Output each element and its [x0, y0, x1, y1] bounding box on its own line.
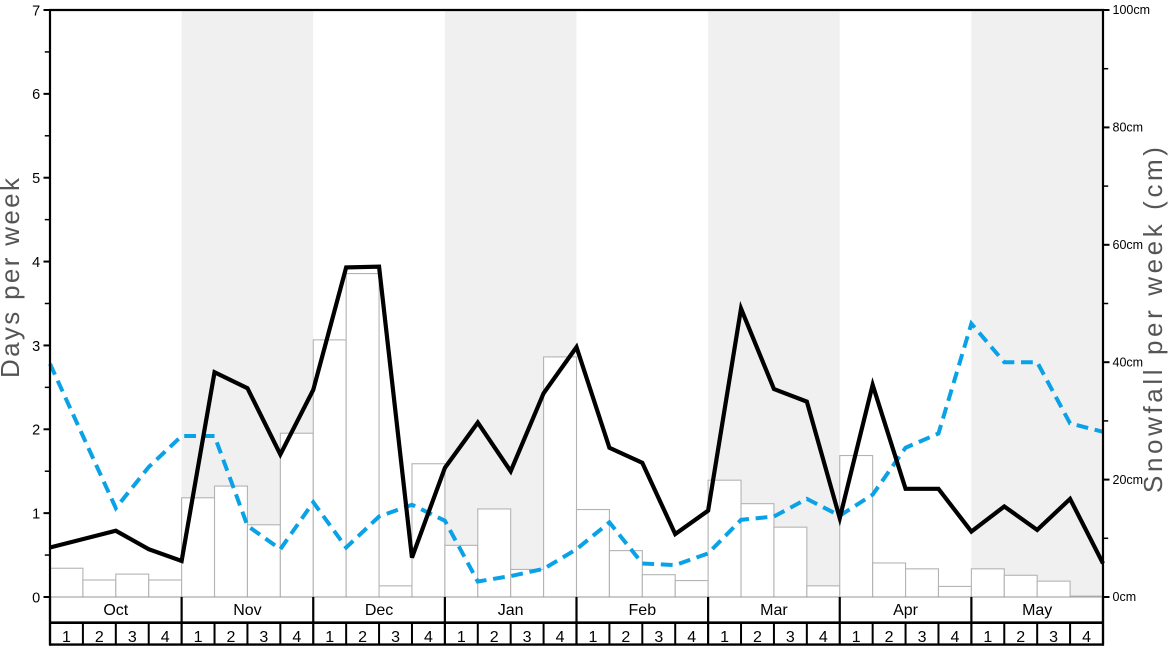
svg-text:2: 2 — [95, 629, 104, 646]
svg-text:0: 0 — [32, 590, 40, 606]
svg-text:0cm: 0cm — [1113, 590, 1137, 604]
svg-text:Feb: Feb — [629, 602, 657, 619]
svg-text:2: 2 — [358, 629, 367, 646]
svg-text:5: 5 — [32, 171, 40, 187]
svg-text:4: 4 — [687, 629, 696, 646]
svg-text:4: 4 — [32, 255, 40, 271]
svg-text:6: 6 — [32, 87, 40, 103]
svg-text:4: 4 — [556, 629, 565, 646]
svg-text:3: 3 — [32, 339, 40, 355]
svg-text:100cm: 100cm — [1113, 3, 1151, 17]
svg-text:3: 3 — [128, 629, 137, 646]
svg-text:4: 4 — [950, 629, 959, 646]
svg-text:Nov: Nov — [233, 602, 261, 619]
svg-text:Days per week: Days per week — [0, 177, 25, 378]
svg-text:Mar: Mar — [760, 602, 788, 619]
svg-text:3: 3 — [259, 629, 268, 646]
svg-text:1: 1 — [62, 629, 71, 646]
svg-text:1: 1 — [983, 629, 992, 646]
svg-text:3: 3 — [1049, 629, 1058, 646]
svg-text:3: 3 — [918, 629, 927, 646]
svg-text:3: 3 — [523, 629, 532, 646]
svg-text:4: 4 — [1082, 629, 1091, 646]
svg-text:4: 4 — [161, 629, 170, 646]
svg-text:4: 4 — [292, 629, 301, 646]
svg-text:1: 1 — [194, 629, 203, 646]
svg-text:2: 2 — [621, 629, 630, 646]
svg-text:Jan: Jan — [498, 602, 524, 619]
svg-text:Apr: Apr — [893, 602, 919, 619]
svg-text:2: 2 — [227, 629, 236, 646]
svg-text:1: 1 — [457, 629, 466, 646]
svg-text:4: 4 — [424, 629, 433, 646]
svg-text:2: 2 — [32, 423, 40, 439]
svg-text:80cm: 80cm — [1113, 121, 1144, 135]
svg-text:3: 3 — [654, 629, 663, 646]
svg-text:2: 2 — [490, 629, 499, 646]
svg-text:1: 1 — [325, 629, 334, 646]
svg-text:60cm: 60cm — [1113, 238, 1144, 252]
svg-text:2: 2 — [753, 629, 762, 646]
svg-text:May: May — [1022, 602, 1052, 619]
svg-text:1: 1 — [588, 629, 597, 646]
svg-text:Oct: Oct — [103, 602, 128, 619]
svg-text:1: 1 — [720, 629, 729, 646]
svg-text:7: 7 — [32, 3, 40, 19]
svg-text:1: 1 — [852, 629, 861, 646]
svg-text:Dec: Dec — [365, 602, 393, 619]
svg-text:3: 3 — [786, 629, 795, 646]
svg-text:2: 2 — [885, 629, 894, 646]
svg-text:20cm: 20cm — [1113, 473, 1144, 487]
svg-text:4: 4 — [819, 629, 828, 646]
svg-text:40cm: 40cm — [1113, 355, 1144, 369]
svg-text:3: 3 — [391, 629, 400, 646]
svg-text:1: 1 — [32, 506, 40, 522]
svg-text:2: 2 — [1016, 629, 1025, 646]
